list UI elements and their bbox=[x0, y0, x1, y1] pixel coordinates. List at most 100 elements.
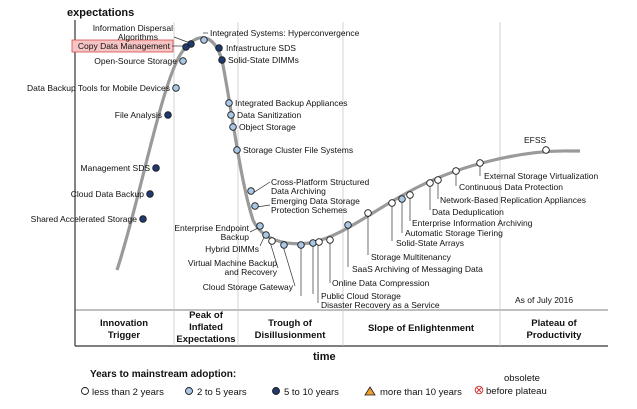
tech-label: Virtual Machine Backup bbox=[188, 258, 277, 268]
tech-label: Online Data Compression bbox=[332, 278, 430, 288]
tech-label: and Recovery bbox=[225, 267, 278, 277]
tech-label: Management SDS bbox=[81, 163, 151, 173]
marker-shared-accelerated-storage bbox=[139, 215, 147, 223]
tech-label: SaaS Archiving of Messaging Data bbox=[352, 264, 483, 274]
marker-infrastructure-sds bbox=[215, 44, 223, 52]
legend-label: before plateau bbox=[486, 386, 547, 397]
phase-trough: Trough of bbox=[268, 318, 313, 329]
legend-marker-lightblue bbox=[185, 387, 193, 395]
leader-line bbox=[252, 181, 271, 194]
marker-emerging-data-storage-protection bbox=[251, 202, 259, 210]
marker-storage-cluster-file-systems bbox=[233, 146, 241, 154]
marker-integrated-systems-hyperconvergence bbox=[200, 36, 208, 44]
tech-label: Copy Data Management bbox=[78, 41, 171, 51]
marker-public-cloud-storage bbox=[297, 241, 305, 249]
tech-label: Data Deduplication bbox=[432, 207, 504, 217]
leader-line bbox=[269, 241, 279, 269]
tech-label: EFSS bbox=[524, 135, 547, 145]
tech-label: Enterprise Endpoint bbox=[174, 223, 249, 233]
tech-label: Data Backup Tools for Mobile Devices bbox=[27, 83, 170, 93]
legend-label: obsolete bbox=[504, 373, 540, 384]
marker-network-based-replication bbox=[426, 179, 434, 187]
marker-cloud-data-backup bbox=[146, 190, 154, 198]
tech-label: Network-Based Replication Appliances bbox=[440, 195, 586, 205]
marker-cloud-storage-gateway bbox=[280, 241, 288, 249]
tech-label: Data Sanitization bbox=[237, 110, 302, 120]
legend-title: Years to mainstream adoption: bbox=[90, 369, 236, 380]
as-of-note: As of July 2016 bbox=[515, 295, 573, 305]
legend: Years to mainstream adoption: less than … bbox=[81, 369, 547, 398]
tech-label: Emerging Data Storage bbox=[271, 196, 360, 206]
phase-plateau-2: Productivity bbox=[527, 330, 583, 341]
marker-integrated-backup-appliances bbox=[225, 99, 233, 107]
tech-label: Integrated Systems: Hyperconvergence bbox=[210, 28, 360, 38]
tech-label: Protection Schemes bbox=[271, 205, 347, 215]
phase-peak-3: Expectations bbox=[176, 334, 235, 345]
tech-label: Backup bbox=[221, 232, 250, 242]
phase-plateau: Plateau of bbox=[531, 318, 577, 329]
marker-object-storage bbox=[229, 123, 237, 131]
marker-solid-state-arrays bbox=[364, 209, 372, 217]
tech-label: External Storage Virtualization bbox=[484, 171, 598, 181]
phase-innovation-trigger-2: Trigger bbox=[108, 330, 141, 341]
tech-label: Cloud Data Backup bbox=[71, 189, 145, 199]
tech-label: Object Storage bbox=[239, 122, 296, 132]
tech-label: Storage Cluster File Systems bbox=[243, 145, 353, 155]
tech-label: Enterprise Information Archiving bbox=[412, 218, 533, 228]
legend-marker-obsolete-x2 bbox=[476, 387, 482, 393]
marker-file-analysis bbox=[164, 111, 172, 119]
marker-storage-multitenancy bbox=[344, 221, 352, 229]
tech-label: Public Cloud Storage bbox=[321, 291, 401, 301]
legend-label: less than 2 years bbox=[92, 387, 164, 398]
x-axis-label: time bbox=[313, 351, 336, 363]
marker-solid-state-dimms bbox=[218, 56, 226, 64]
legend-marker-triangle bbox=[364, 386, 376, 396]
marker-management-sds bbox=[152, 164, 160, 172]
legend-label: 5 to 10 years bbox=[284, 387, 339, 398]
leader-line bbox=[256, 204, 271, 208]
tech-label: Solid-State Arrays bbox=[396, 238, 464, 248]
marker-enterprise-information-archiving bbox=[398, 195, 406, 203]
marker-data-backup-tools-mobile bbox=[172, 84, 180, 92]
tech-label: Hybrid DIMMs bbox=[205, 244, 259, 254]
marker-online-data-compression bbox=[315, 238, 323, 246]
legend-marker-white bbox=[81, 387, 89, 395]
marker-virtual-machine-backup bbox=[268, 237, 276, 245]
phase-slope: Slope of Enlightenment bbox=[368, 323, 475, 334]
tech-label: Storage Multitenancy bbox=[371, 252, 452, 262]
marker-enterprise-endpoint-backup bbox=[256, 222, 264, 230]
legend-label: more than 10 years bbox=[380, 387, 462, 398]
phase-peak: Peak of bbox=[189, 310, 224, 321]
marker-automatic-storage-tiering bbox=[388, 199, 396, 207]
marker-efss bbox=[542, 146, 550, 154]
marker-efss-a bbox=[476, 159, 484, 167]
legend-marker-navy bbox=[272, 387, 280, 395]
marker-data-sanitization bbox=[227, 111, 235, 119]
leader-line bbox=[282, 245, 296, 287]
tech-label: Continuous Data Protection bbox=[459, 182, 563, 192]
marker-copy-data-management bbox=[182, 43, 190, 51]
marker-continuous-data-protection bbox=[434, 176, 442, 184]
tech-label: Automatic Storage Tiering bbox=[405, 228, 503, 238]
marker-hybrid-dimms bbox=[262, 231, 270, 239]
phase-peak-2: Inflated bbox=[189, 322, 223, 333]
tech-label: Information Dispersal bbox=[93, 23, 173, 33]
tech-label: Cross-Platform Structured bbox=[271, 177, 370, 187]
marker-external-storage-virtualization bbox=[452, 167, 460, 175]
tech-label: Solid-State DIMMs bbox=[228, 55, 299, 65]
tech-label: Data Archiving bbox=[271, 186, 326, 196]
marker-open-source-storage bbox=[179, 57, 187, 65]
tech-label: Infrastructure SDS bbox=[226, 43, 296, 53]
tech-label: Disaster Recovery as a Service bbox=[321, 300, 440, 310]
tech-label: Shared Accelerated Storage bbox=[31, 214, 138, 224]
y-axis-label: expectations bbox=[67, 7, 134, 19]
marker-disaster-recovery-as-a-service bbox=[309, 239, 317, 247]
phase-trough-2: Disillusionment bbox=[255, 330, 327, 341]
marker-cross-platform-structured-data-archiving bbox=[247, 187, 255, 195]
phase-innovation-trigger: Innovation bbox=[100, 318, 148, 329]
tech-label: Algorithms bbox=[118, 32, 158, 42]
marker-saas-archiving-messaging bbox=[326, 236, 334, 244]
marker-data-deduplication bbox=[406, 191, 414, 199]
legend-label: 2 to 5 years bbox=[197, 387, 247, 398]
